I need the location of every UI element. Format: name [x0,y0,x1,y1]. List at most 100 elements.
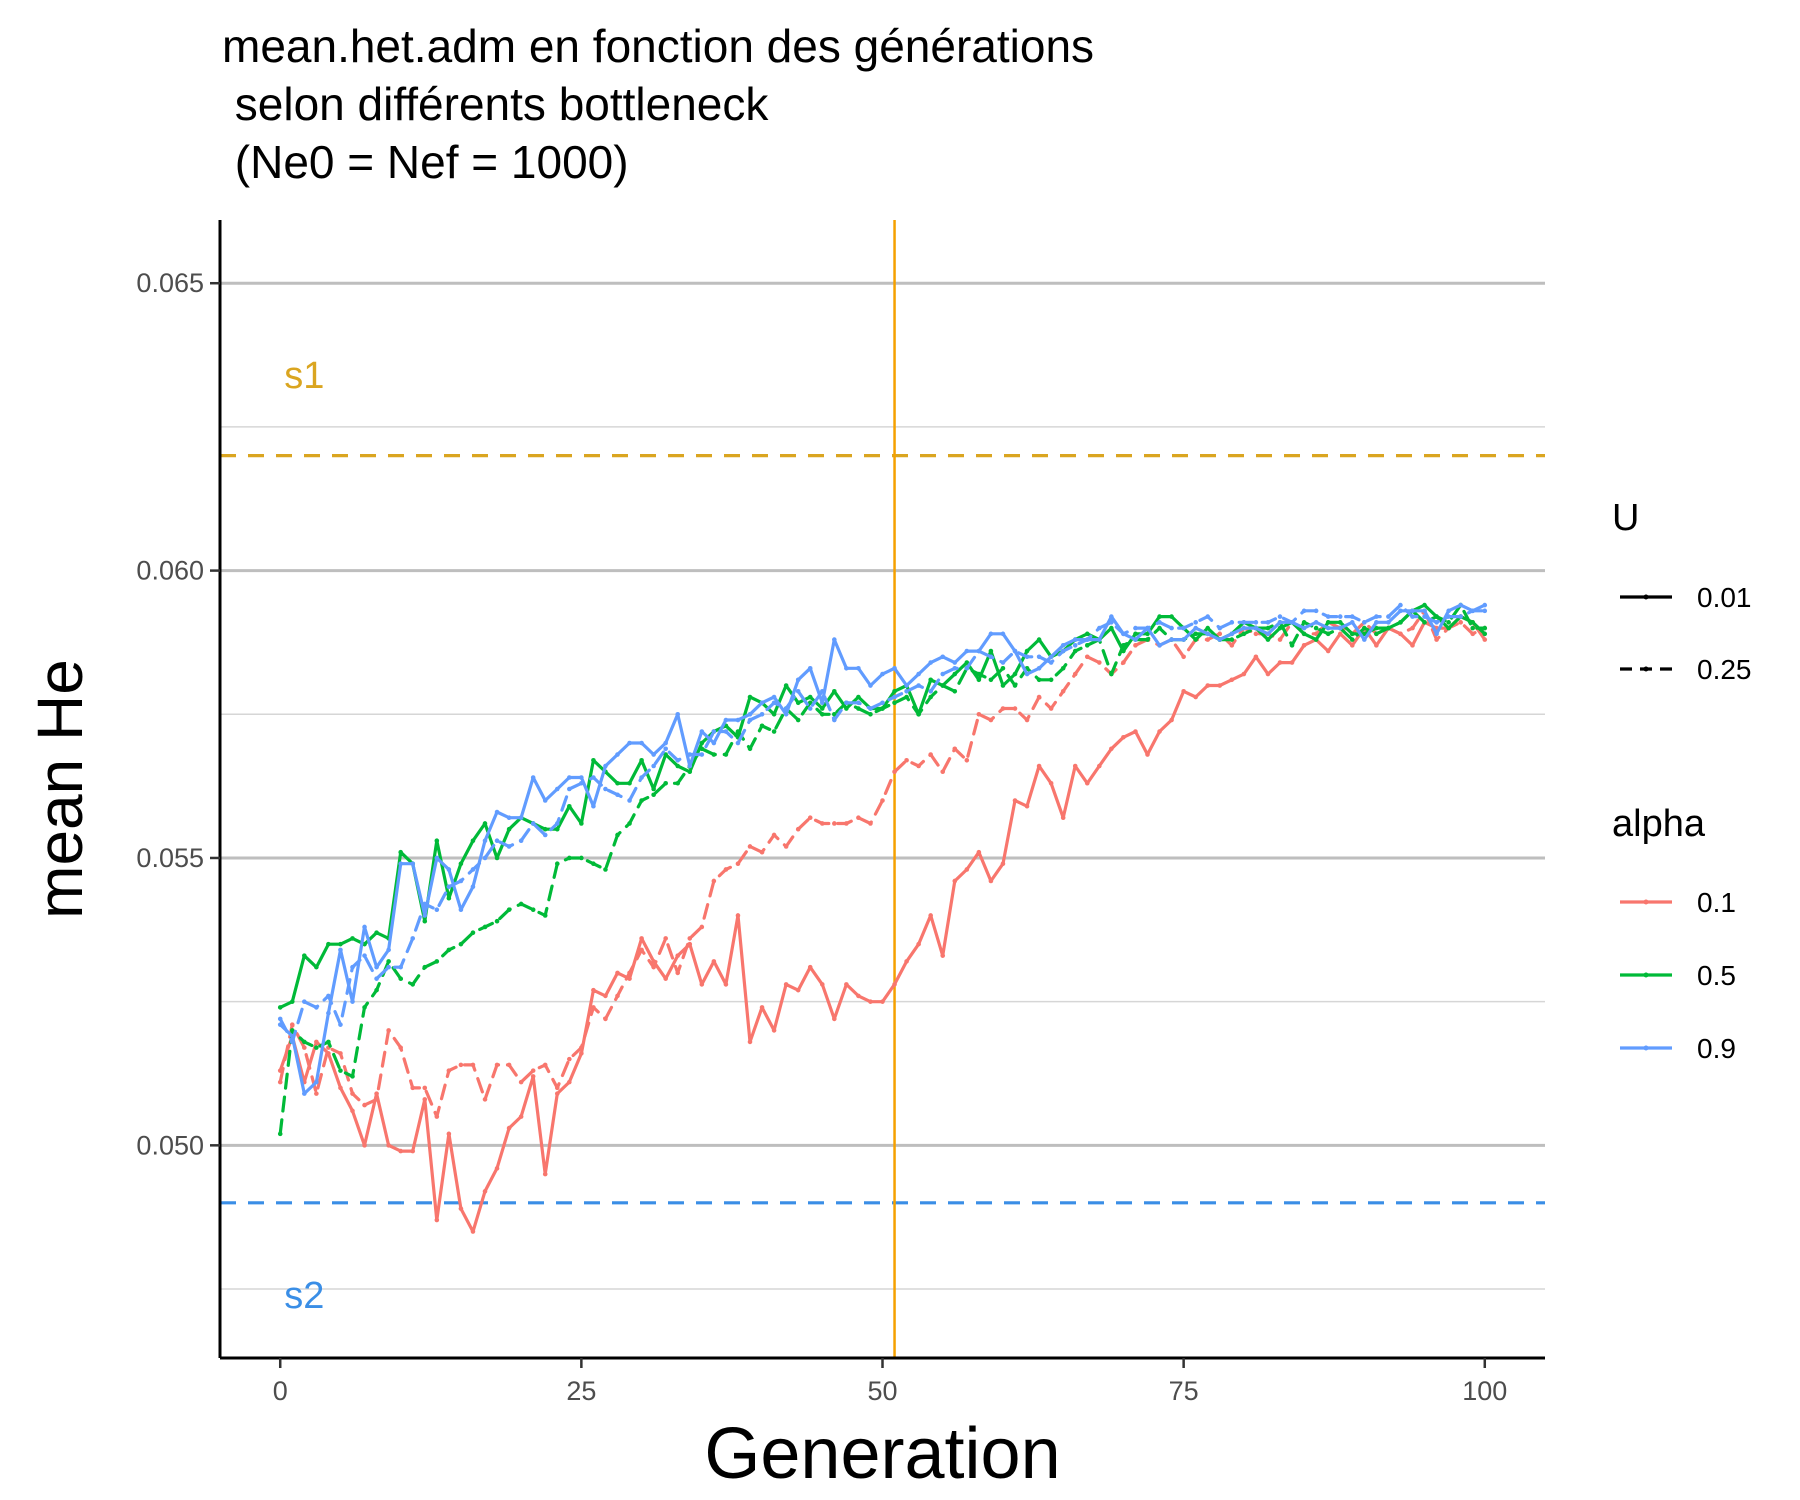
data-point [928,752,933,757]
data-point [952,688,958,694]
data-point [771,1028,777,1033]
data-point [1301,608,1307,614]
data-point [482,821,488,826]
data-point [1109,620,1114,625]
legend-title-U: U [1612,497,1639,539]
data-point [1410,643,1415,648]
data-point [386,1028,391,1033]
data-point [904,959,909,964]
data-point [530,1068,536,1073]
data-point [410,982,416,987]
data-point [916,763,921,769]
data-point [964,757,970,763]
data-point [711,729,717,734]
data-point [314,1039,319,1045]
data-point [362,953,367,958]
data-point [892,666,897,671]
data-point [1374,625,1379,631]
data-point [723,752,729,757]
data-point [446,1131,452,1137]
data-point [277,1131,283,1137]
data-point [663,780,668,786]
data-point [470,1229,476,1234]
data-point [639,936,644,941]
data-point [591,757,596,763]
x-axis-title: Generation [704,1414,1060,1494]
data-point [1349,614,1355,619]
data-point [1193,620,1198,625]
data-point [1434,631,1439,637]
x-tick-label: 75 [1169,1376,1199,1406]
data-point [928,913,933,918]
data-point [928,660,933,665]
data-point [988,631,994,637]
y-tick-label: 0.060 [136,556,204,586]
data-point [1024,717,1030,723]
data-point [374,987,379,993]
data-point [1205,631,1211,637]
data-point [446,884,452,890]
data-point [1036,694,1042,700]
data-point [928,677,933,683]
data-point [603,763,608,769]
data-point [338,941,343,947]
data-point [832,1016,837,1022]
data-point [1072,648,1078,654]
data-point [1012,671,1018,677]
legend-key-point [1643,666,1649,672]
data-point [795,717,801,723]
data-point [398,849,403,855]
data-point [1410,614,1415,619]
data-point [952,878,958,884]
data-point [711,959,717,964]
data-point [952,746,958,752]
data-point [567,775,572,780]
data-point [1048,706,1054,711]
data-point [1470,625,1476,631]
data-point [470,838,476,844]
chart-title: mean.het.adm en fonction des générations… [222,20,1094,188]
data-point [1012,683,1018,688]
data-point [398,976,403,981]
data-point [506,1062,512,1068]
data-point [892,688,897,694]
data-point [675,711,681,717]
data-point [976,677,982,683]
data-point [350,999,355,1004]
data-point [530,821,536,826]
data-point [615,792,620,798]
data-point [892,700,897,706]
data-point [506,1125,512,1131]
data-point [506,826,512,832]
data-point [338,1022,343,1027]
data-point [699,752,705,757]
data-point [1482,637,1488,642]
data-point [446,947,452,953]
data-point [1024,803,1030,809]
data-point [1157,620,1162,625]
data-point [807,706,813,711]
data-point [687,936,693,941]
data-point [1000,861,1006,867]
data-point [422,913,428,918]
data-point [916,683,921,688]
data-point [651,786,656,792]
data-point [1301,625,1307,631]
data-point [880,700,885,706]
data-point [699,746,705,752]
data-point [976,849,982,855]
data-point [470,884,476,890]
data-point [723,867,729,872]
data-point [494,838,500,844]
data-point [1145,625,1150,631]
data-point [964,660,970,665]
data-point [1313,625,1319,631]
data-point [350,1091,355,1096]
data-point [1060,648,1066,654]
data-point [1422,608,1427,614]
data-point [422,918,428,924]
data-point [615,780,620,786]
data-point [410,861,416,867]
data-point [1349,643,1355,648]
data-point [1337,614,1343,619]
